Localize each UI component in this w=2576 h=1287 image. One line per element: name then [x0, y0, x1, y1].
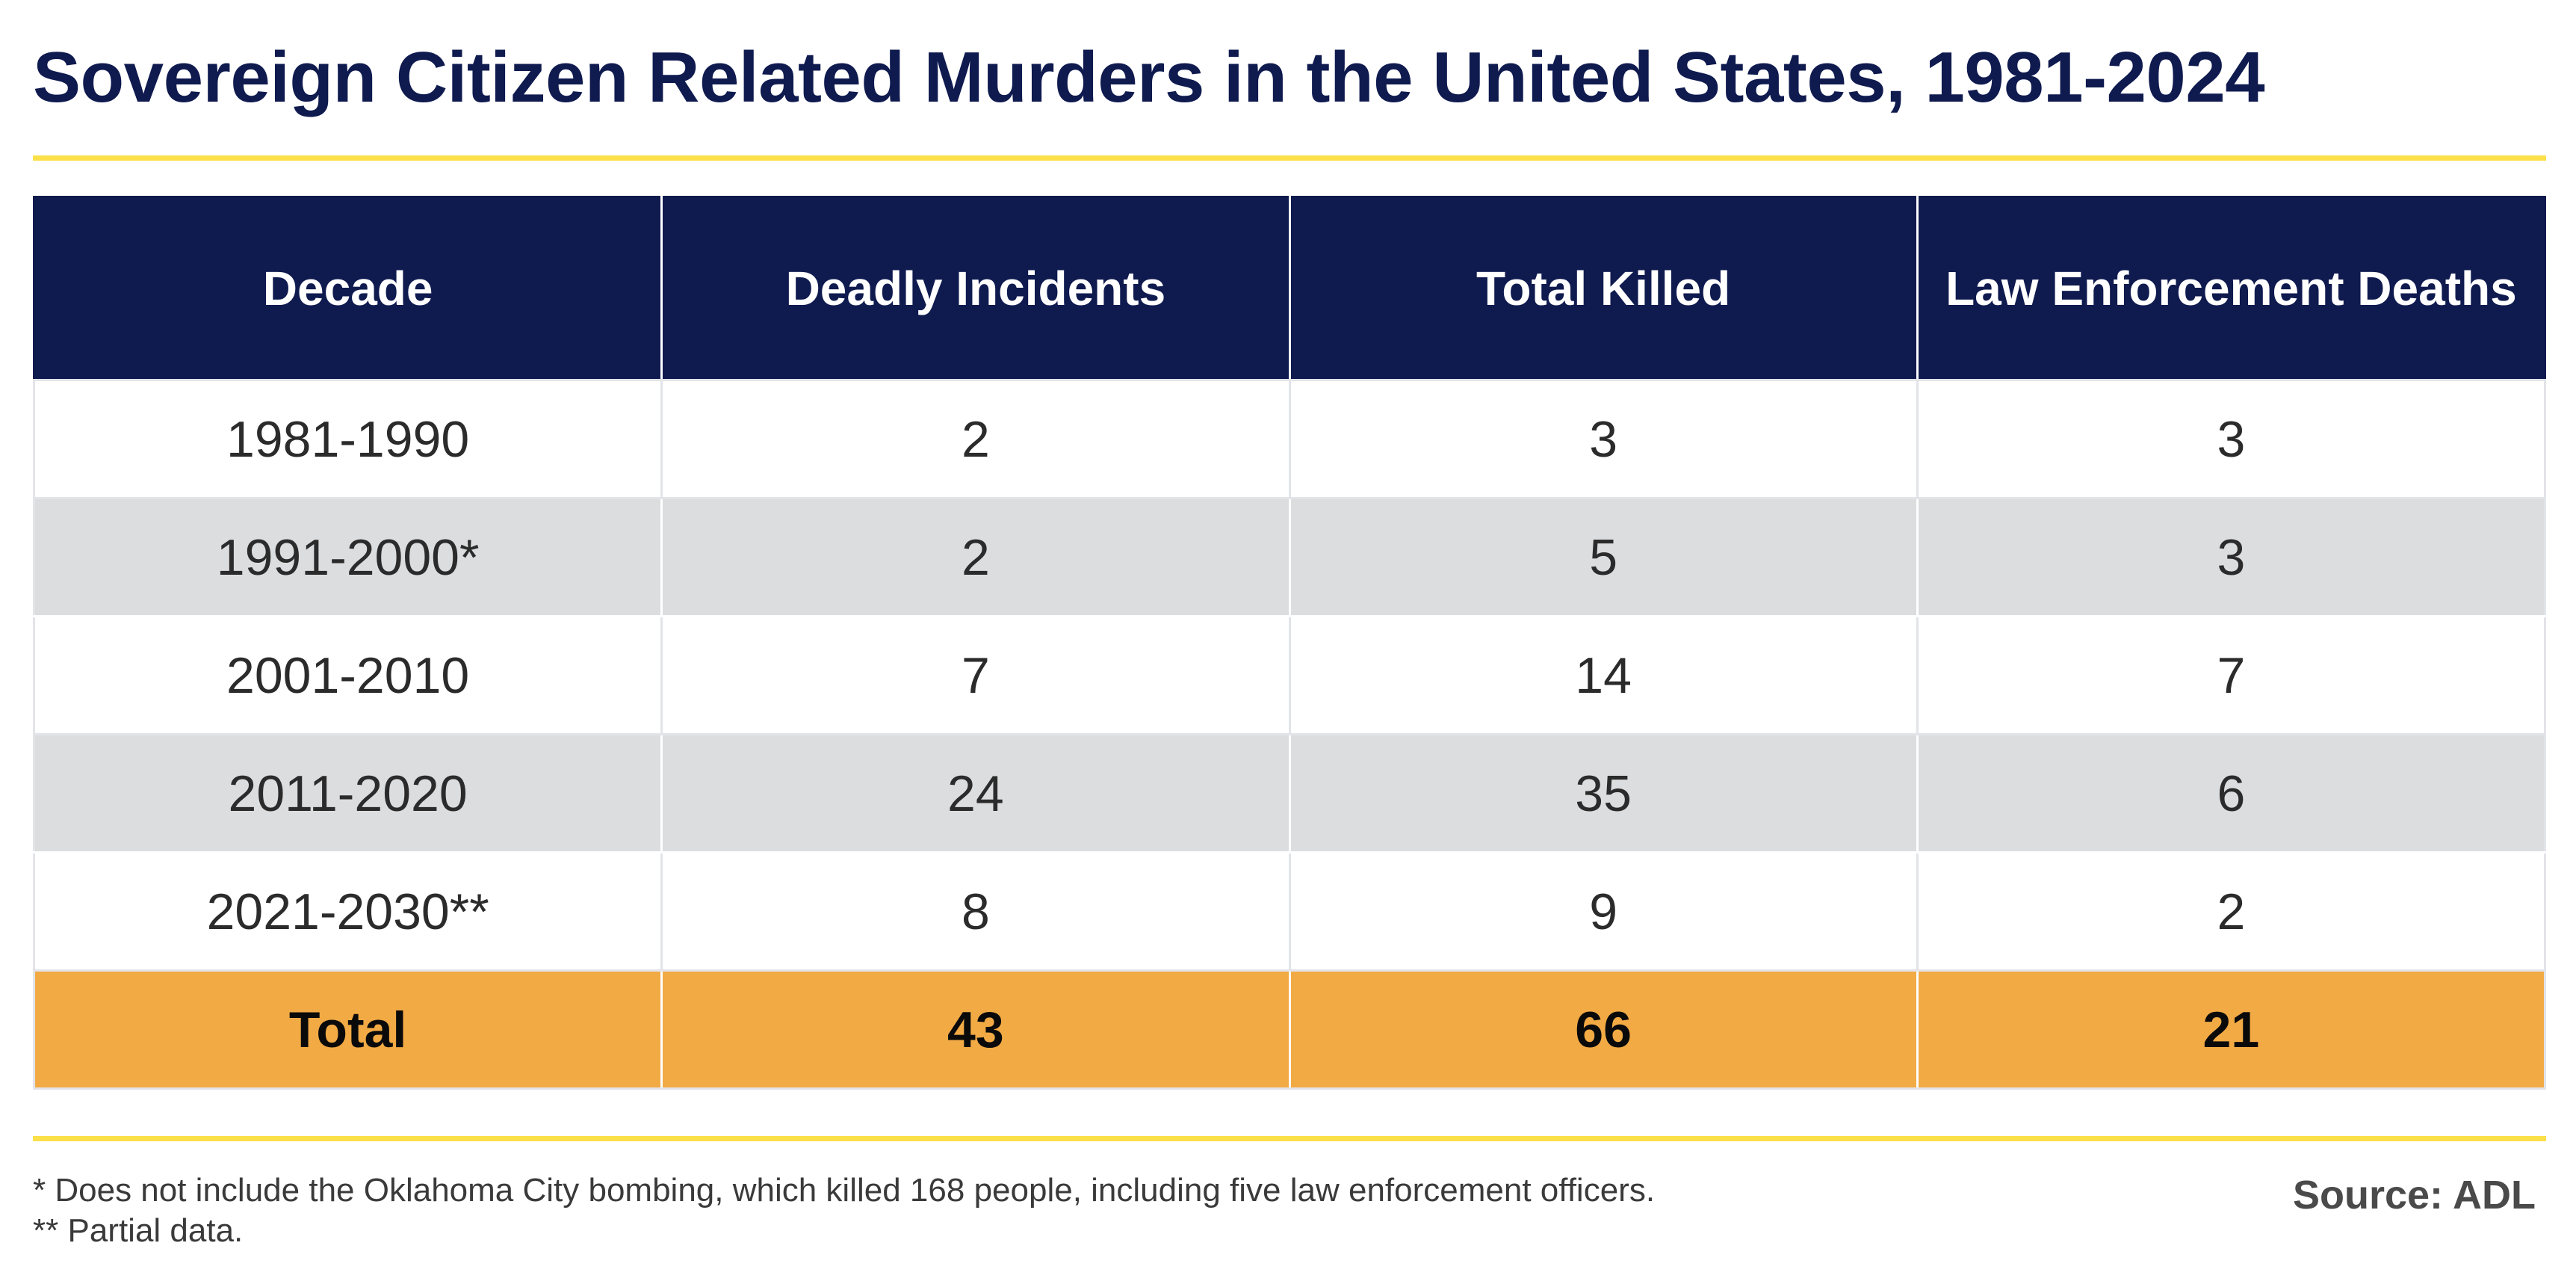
cell-total-killed: 3	[1288, 379, 1919, 499]
table-footer: Total 43 66 21	[32, 969, 2547, 1090]
cell-decade: 2001-2010	[32, 615, 663, 735]
total-row: Total 43 66 21	[32, 969, 2547, 1090]
data-table: Decade Deadly Incidents Total Killed Law…	[32, 196, 2547, 1090]
footnotes: * Does not include the Oklahoma City bom…	[33, 1170, 1655, 1251]
total-deadly-incidents: 43	[660, 969, 1291, 1090]
cell-law-enforcement-deaths: 6	[1916, 733, 2547, 854]
table-header: Decade Deadly Incidents Total Killed Law…	[32, 196, 2547, 381]
total-label: Total	[32, 969, 663, 1090]
cell-decade: 1981-1990	[32, 379, 663, 499]
cell-decade: 2011-2020	[32, 733, 663, 854]
table-row: 2021-2030** 8 9 2	[32, 851, 2547, 972]
table-row: 2001-2010 7 14 7	[32, 615, 2547, 735]
cell-deadly-incidents: 2	[660, 497, 1291, 617]
page-title: Sovereign Citizen Related Murders in the…	[33, 37, 2265, 117]
table-row: 1991-2000* 2 5 3	[32, 497, 2547, 617]
header-row: Decade Deadly Incidents Total Killed Law…	[32, 196, 2547, 381]
table-row: 2011-2020 24 35 6	[32, 733, 2547, 854]
footnote-oklahoma-city: * Does not include the Oklahoma City bom…	[33, 1172, 1656, 1209]
column-header-law-enforcement-deaths: Law Enforcement Deaths	[1916, 196, 2547, 381]
cell-deadly-incidents: 24	[660, 733, 1291, 854]
column-header-decade: Decade	[32, 196, 663, 381]
column-header-deadly-incidents: Deadly Incidents	[660, 196, 1291, 381]
source-credit: Source: ADL	[2292, 1173, 2536, 1217]
footer-divider	[33, 1136, 2546, 1141]
cell-total-killed: 14	[1288, 615, 1919, 735]
cell-deadly-incidents: 7	[660, 615, 1291, 735]
cell-deadly-incidents: 2	[660, 379, 1291, 499]
column-header-total-killed: Total Killed	[1288, 196, 1919, 381]
cell-total-killed: 9	[1288, 851, 1919, 972]
cell-law-enforcement-deaths: 3	[1916, 379, 2547, 499]
cell-decade: 2021-2030**	[32, 851, 663, 972]
cell-law-enforcement-deaths: 7	[1916, 615, 2547, 735]
footnote-partial-data: ** Partial data.	[33, 1212, 244, 1249]
table-body: 1981-1990 2 3 3 1991-2000* 2 5 3 2001-20…	[32, 379, 2547, 972]
cell-law-enforcement-deaths: 3	[1916, 497, 2547, 617]
cell-deadly-incidents: 8	[660, 851, 1291, 972]
cell-total-killed: 35	[1288, 733, 1919, 854]
total-law-enforcement-deaths: 21	[1916, 969, 2547, 1090]
total-killed: 66	[1288, 969, 1919, 1090]
cell-total-killed: 5	[1288, 497, 1919, 617]
title-divider	[33, 155, 2546, 161]
cell-law-enforcement-deaths: 2	[1916, 851, 2547, 972]
cell-decade: 1991-2000*	[32, 497, 663, 617]
table-row: 1981-1990 2 3 3	[32, 379, 2547, 499]
